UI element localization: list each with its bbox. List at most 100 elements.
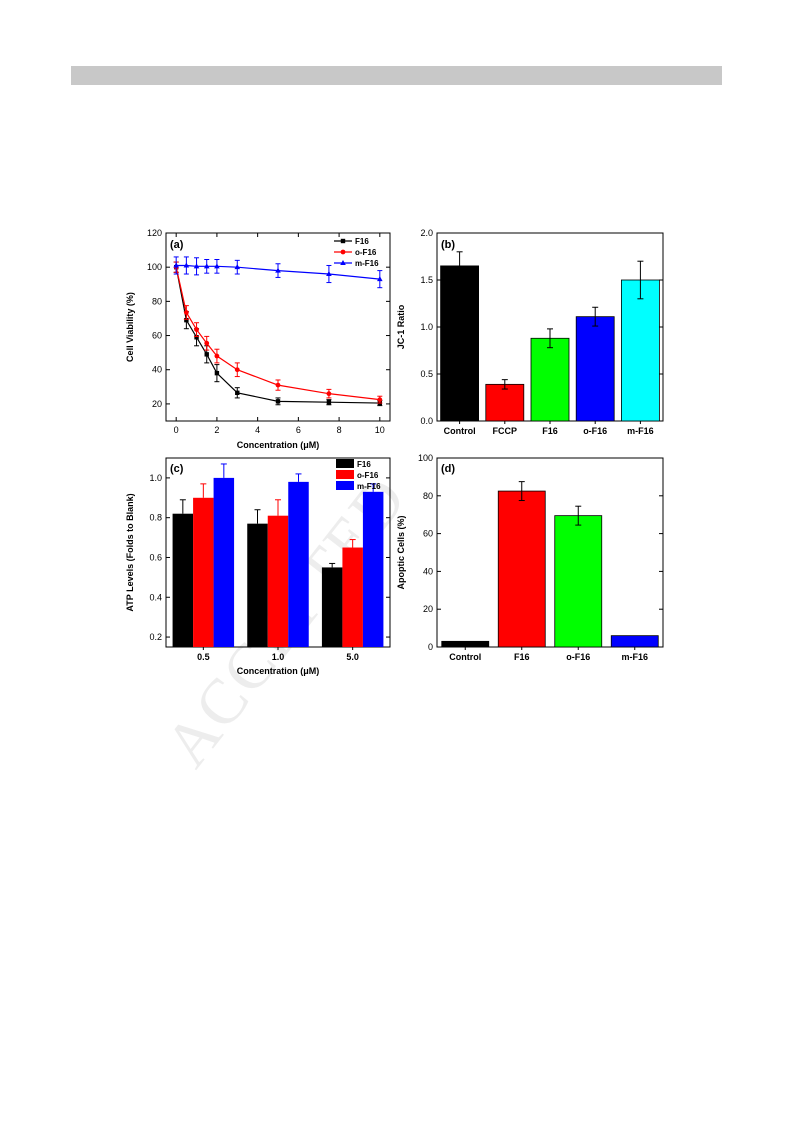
legend-label: m-F16 [357, 482, 381, 491]
panel-label: (a) [170, 239, 184, 251]
data-point [214, 263, 220, 269]
legend-label: m-F16 [355, 259, 379, 268]
data-point [184, 317, 189, 323]
bar [621, 279, 660, 422]
data-point [377, 397, 383, 403]
bar-F16 [172, 513, 194, 647]
legend-label: o-F16 [355, 248, 377, 257]
y-tick-label: 1.0 [149, 473, 162, 483]
data-point [326, 391, 332, 397]
y-tick-label: 0 [428, 642, 433, 652]
data-point [235, 390, 240, 395]
data-point [340, 238, 346, 244]
series-o-F16 [173, 261, 383, 404]
data-point [203, 263, 210, 269]
bar-o-F16 [193, 497, 214, 647]
x-tick-label: F16 [542, 426, 558, 436]
x-axis-title: Concentration (μM) [237, 666, 320, 676]
bar [485, 383, 525, 422]
bar-m-F16 [213, 477, 235, 647]
y-tick-label: 1.5 [420, 275, 433, 285]
y-tick-label: 0.0 [420, 416, 433, 426]
data-point [275, 399, 281, 404]
data-point [193, 263, 200, 269]
bar-o-F16 [267, 515, 289, 647]
y-tick-label: 60 [152, 331, 162, 341]
data-point [340, 249, 346, 255]
data-point [275, 267, 281, 273]
bar-F16 [247, 523, 268, 647]
data-point [194, 327, 199, 332]
data-point [194, 335, 199, 340]
y-tick-label: 0.4 [149, 592, 162, 602]
x-tick-label: 1.0 [272, 652, 285, 662]
legend-swatch [336, 481, 354, 490]
plot-frame [165, 232, 391, 422]
bar-o-F16 [342, 547, 363, 647]
y-tick-label: 20 [423, 604, 433, 614]
panel-label: (c) [170, 463, 184, 475]
y-tick-label: 80 [152, 296, 162, 306]
y-axis-title: Apoptic Cells (%) [396, 515, 406, 589]
data-point [234, 264, 241, 270]
panel-label: (b) [441, 239, 455, 251]
y-axis-title: ATP Levels (Folds to Blank) [125, 493, 135, 611]
x-tick-label: m-F16 [627, 426, 654, 436]
bar [497, 490, 546, 648]
bar [554, 515, 603, 648]
data-point [173, 262, 179, 268]
x-tick-label: o-F16 [583, 426, 607, 436]
data-point [275, 382, 281, 388]
y-tick-label: 0.5 [420, 369, 433, 379]
x-tick-label: o-F16 [566, 652, 590, 662]
y-tick-label: 0.2 [149, 632, 162, 642]
data-point [340, 260, 346, 265]
y-tick-label: 40 [152, 365, 162, 375]
data-point [204, 340, 210, 346]
y-tick-label: 20 [152, 399, 162, 409]
bar [440, 265, 480, 422]
chart-d: (d) Apoptic Cells (%) 0 20 40 60 80 100 Control F… [396, 453, 664, 662]
y-tick-label: 100 [418, 453, 433, 463]
header-bar [71, 66, 722, 85]
x-tick-label: 0.5 [197, 652, 210, 662]
x-tick-label: F16 [514, 652, 530, 662]
chart-a: (a) Cell Viability (%) Concentration (μM) 2… [125, 228, 391, 450]
x-tick-label: 8 [337, 425, 342, 435]
bar [610, 635, 659, 648]
bar-m-F16 [288, 481, 309, 647]
chart-c: (c) ATP Levels (Folds to Blank) Concentrat… [125, 457, 391, 676]
x-tick-label: 5.0 [346, 652, 359, 662]
y-tick-label: 2.0 [420, 228, 433, 238]
y-axis-title: Cell Viability (%) [125, 292, 135, 362]
x-axis-title: Concentration (μM) [237, 440, 320, 450]
y-tick-label: 60 [423, 529, 433, 539]
x-tick-label: Control [449, 652, 481, 662]
x-tick-label: 2 [214, 425, 219, 435]
legend-label: F16 [357, 460, 371, 469]
x-tick-label: Control [444, 426, 476, 436]
x-tick-label: 6 [296, 425, 301, 435]
y-tick-label: 1.0 [420, 322, 433, 332]
legend-swatch [336, 470, 354, 479]
data-point [214, 353, 220, 359]
data-point [377, 276, 383, 282]
data-point [204, 352, 209, 357]
bar-m-F16 [362, 491, 384, 647]
y-tick-label: 100 [147, 262, 162, 272]
y-tick-label: 40 [423, 566, 433, 576]
x-tick-label: 4 [255, 425, 260, 435]
y-tick-label: 120 [147, 228, 162, 238]
x-tick-label: m-F16 [621, 652, 648, 662]
data-point [183, 310, 189, 315]
y-tick-label: 0.6 [149, 552, 162, 562]
panel-label: (d) [441, 463, 455, 475]
series-m-F16 [173, 256, 383, 289]
plot-frame [436, 457, 664, 648]
bar [441, 640, 490, 648]
y-tick-label: 0.8 [149, 513, 162, 523]
x-tick-label: 0 [174, 425, 179, 435]
legend-label: F16 [355, 237, 369, 246]
data-point [183, 262, 190, 268]
